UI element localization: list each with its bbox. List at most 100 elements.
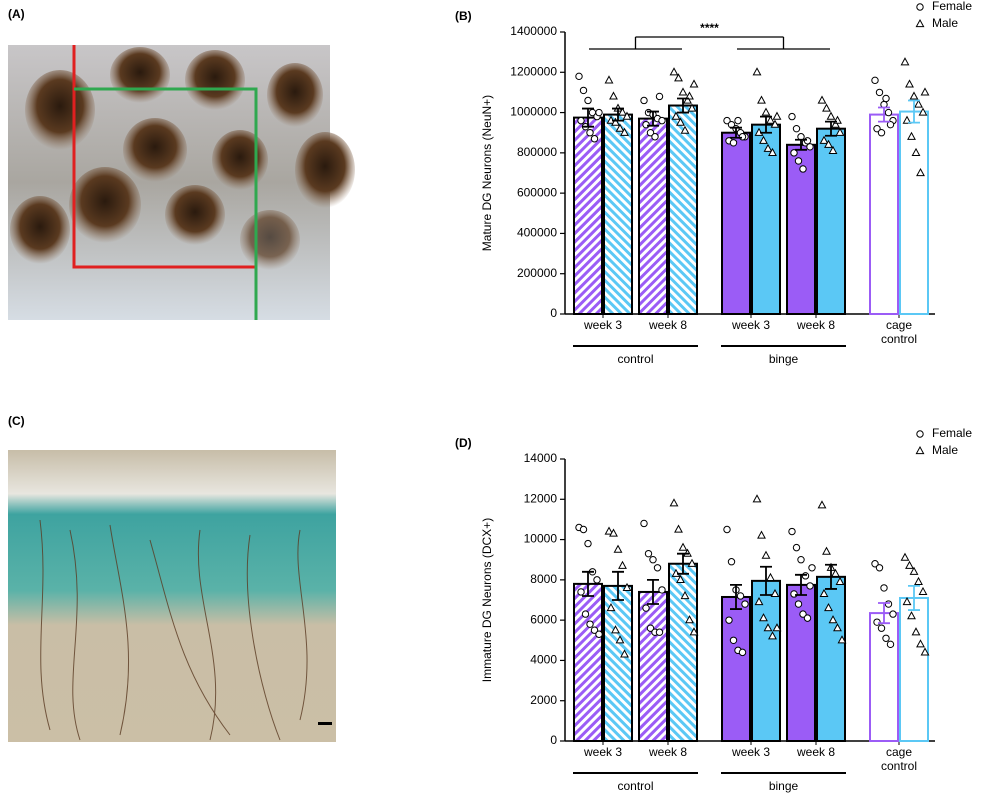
error-bar bbox=[612, 570, 624, 601]
data-point bbox=[907, 611, 916, 620]
x-tick-label: week 3 bbox=[731, 318, 771, 332]
bar bbox=[816, 575, 846, 742]
data-point bbox=[835, 127, 845, 136]
y-tick-label: 6000 bbox=[530, 612, 557, 626]
error-bar bbox=[612, 107, 624, 122]
data-point bbox=[806, 582, 814, 590]
data-point bbox=[644, 549, 653, 558]
data-point bbox=[909, 566, 919, 575]
data-point bbox=[918, 586, 928, 596]
bar bbox=[869, 612, 899, 742]
x-tick-label: week 3 bbox=[583, 318, 623, 332]
data-point bbox=[884, 108, 893, 117]
y-tick-label: 12000 bbox=[524, 491, 558, 505]
data-point bbox=[770, 119, 780, 128]
data-point bbox=[817, 95, 827, 104]
error-bar bbox=[825, 563, 837, 590]
data-point bbox=[685, 615, 694, 624]
x-tick-label-box: week 8 bbox=[649, 318, 687, 332]
data-point bbox=[622, 111, 632, 120]
data-point bbox=[622, 582, 632, 592]
data-point bbox=[738, 648, 747, 657]
data-point bbox=[606, 603, 616, 612]
data-point bbox=[595, 630, 603, 638]
data-point bbox=[689, 79, 699, 88]
data-point bbox=[620, 127, 629, 136]
data-point bbox=[909, 91, 919, 100]
data-point bbox=[759, 613, 768, 622]
legend-label: Male bbox=[932, 443, 958, 457]
group-label: binge bbox=[769, 779, 799, 793]
data-point bbox=[577, 588, 585, 596]
data-point bbox=[803, 614, 812, 622]
data-point bbox=[822, 546, 831, 555]
bar bbox=[786, 583, 816, 743]
error-bar bbox=[760, 115, 772, 134]
data-point bbox=[794, 157, 803, 165]
data-point bbox=[797, 556, 805, 564]
data-point bbox=[918, 107, 928, 116]
data-point bbox=[683, 95, 692, 104]
data-point bbox=[873, 124, 881, 133]
x-tick-label-box: week 3 bbox=[731, 318, 771, 332]
data-point bbox=[586, 620, 594, 628]
data-point bbox=[678, 542, 688, 551]
data-point bbox=[759, 135, 768, 144]
data-point bbox=[642, 120, 650, 129]
y-tick-label: 14000 bbox=[524, 451, 558, 465]
data-point bbox=[828, 145, 838, 154]
data-point bbox=[752, 494, 762, 503]
data-point bbox=[790, 590, 798, 598]
micrograph-c bbox=[8, 450, 336, 742]
data-point bbox=[685, 91, 694, 100]
data-point bbox=[873, 618, 881, 626]
error-bar bbox=[677, 97, 689, 114]
data-point bbox=[757, 530, 766, 539]
data-point bbox=[620, 649, 629, 658]
data-point bbox=[886, 640, 895, 649]
x-tick-label: week 3 bbox=[731, 745, 771, 759]
data-point bbox=[763, 623, 773, 632]
data-point bbox=[727, 558, 736, 566]
data-point bbox=[676, 574, 685, 583]
data-point bbox=[604, 526, 614, 535]
data-point bbox=[902, 115, 912, 124]
data-point bbox=[736, 592, 745, 600]
error-bar bbox=[908, 99, 920, 124]
data-point bbox=[877, 129, 886, 137]
legend-marker bbox=[916, 3, 924, 11]
data-point bbox=[920, 647, 930, 656]
data-point bbox=[907, 131, 916, 140]
x-tick-label: week 8 bbox=[648, 745, 688, 759]
y-tick-label: 8000 bbox=[530, 572, 557, 586]
data-point bbox=[882, 94, 890, 103]
data-point bbox=[584, 96, 592, 105]
bar bbox=[899, 596, 929, 742]
data-point bbox=[916, 639, 925, 648]
x-tick-label-box: cage control bbox=[881, 745, 917, 773]
data-point bbox=[680, 590, 690, 600]
data-point bbox=[806, 143, 814, 151]
data-point bbox=[819, 135, 829, 144]
data-point bbox=[831, 568, 840, 577]
error-bar bbox=[647, 110, 659, 127]
x-tick-label-box: week 8 bbox=[797, 745, 835, 759]
legend-marker bbox=[915, 18, 925, 28]
data-point bbox=[725, 616, 733, 624]
data-point bbox=[880, 584, 888, 592]
data-point bbox=[770, 588, 780, 598]
y-tick-label: 1200000 bbox=[510, 64, 557, 78]
data-point bbox=[579, 86, 588, 95]
data-point bbox=[687, 558, 697, 567]
data-point bbox=[618, 560, 627, 569]
data-point bbox=[799, 165, 807, 173]
data-point bbox=[579, 525, 588, 534]
micrograph-a bbox=[8, 45, 355, 320]
data-point bbox=[609, 528, 618, 537]
error-bar bbox=[582, 107, 594, 128]
data-point bbox=[642, 604, 650, 612]
data-point bbox=[835, 576, 845, 585]
y-tick-label: 1400000 bbox=[510, 24, 557, 38]
data-point bbox=[902, 596, 912, 606]
data-point bbox=[788, 527, 796, 536]
